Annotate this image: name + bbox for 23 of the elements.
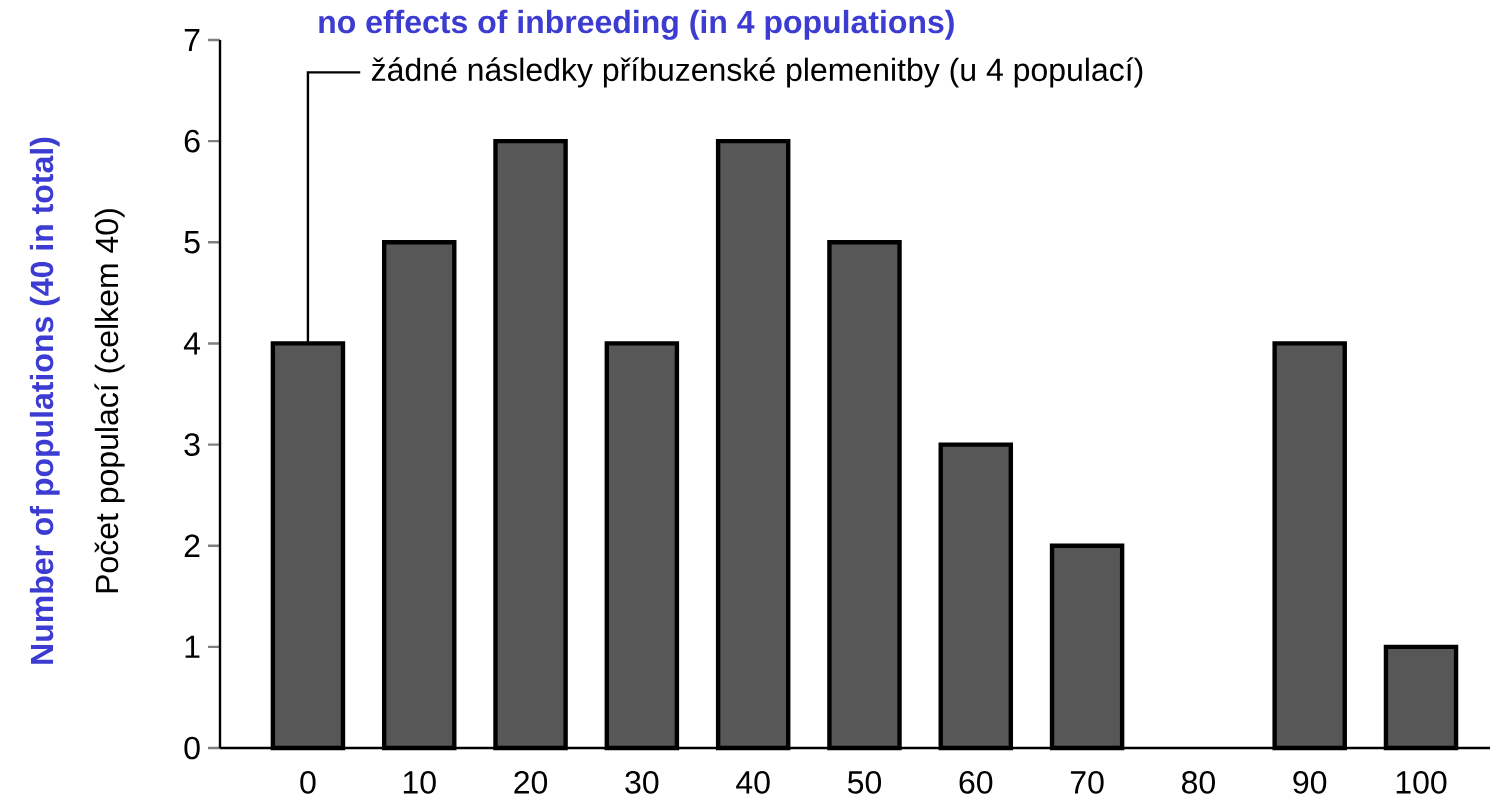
y-tick-label: 4	[183, 332, 201, 355]
y-tick-label: 0	[184, 736, 200, 760]
x-tick-label: 10	[403, 771, 436, 794]
x-tick-label: 60	[959, 771, 993, 794]
x-tick-label: 30	[625, 771, 659, 794]
y-tick-label: 5	[184, 231, 200, 254]
y-tick-label: 6	[184, 129, 200, 153]
annotation: žádné následky příbuzenské plemenitby (u 4 populací)	[371, 57, 1143, 88]
text: Number of populations (40 in total)	[29, 137, 60, 664]
y-tick-label: 7	[184, 28, 200, 52]
x-tick-label: 100	[1396, 771, 1447, 794]
text: no effects of inbreeding (in 4 populations)	[319, 9, 954, 40]
y-tick-label: 3	[184, 433, 200, 456]
x-tick-label: 20	[514, 771, 548, 794]
y-tick-label: 1	[185, 635, 200, 658]
x-tick-label: 90	[1293, 771, 1327, 794]
x-tick-label: 40	[736, 771, 770, 794]
x-tick-label: 70	[1070, 771, 1104, 794]
y-tick-label: 2	[184, 534, 200, 557]
x-tick-label: 50	[847, 771, 882, 794]
y-axis-title: Počet populací (celkem 40)	[94, 209, 125, 593]
x-tick-label: 0	[300, 771, 316, 794]
x-tick-label: 80	[1182, 771, 1215, 794]
